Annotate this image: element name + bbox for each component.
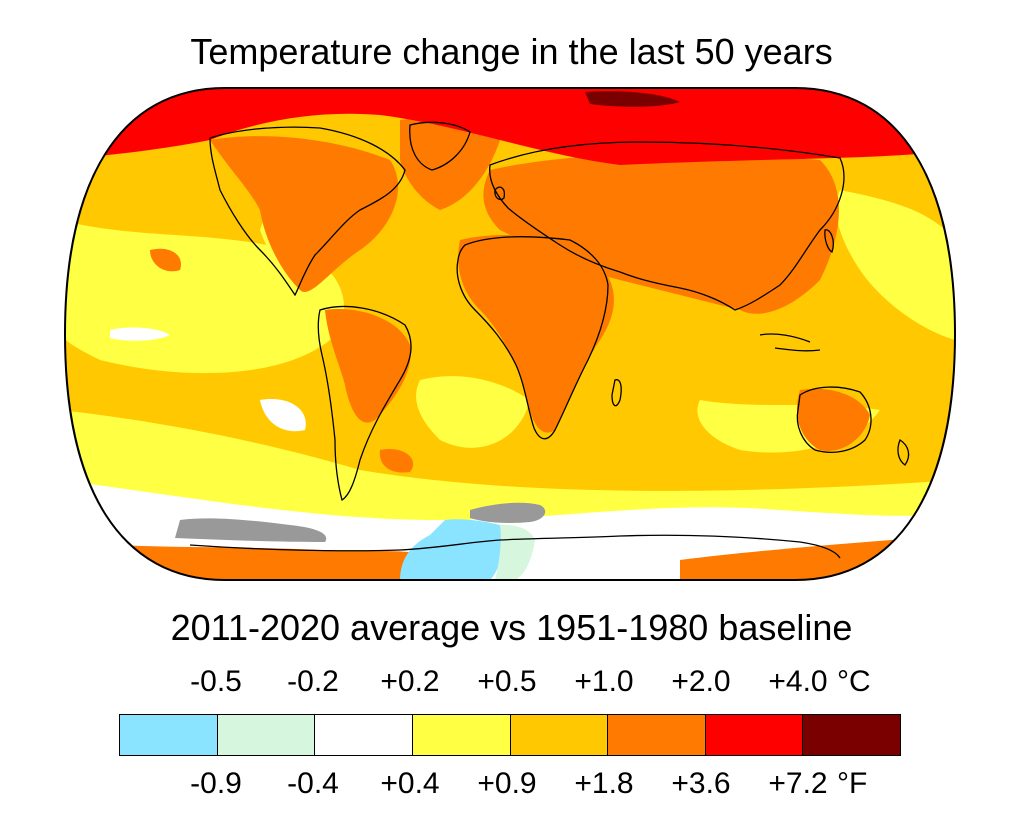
celsius-tick-row: -0.5 -0.2 +0.2 +0.5 +1.0 +2.0 +4.0 °C <box>0 664 1023 704</box>
coastline-uk <box>494 186 506 201</box>
yellow-region <box>416 376 530 448</box>
yellow-region <box>836 190 955 340</box>
legend-swatch <box>315 715 413 755</box>
coastline-africa <box>456 236 609 440</box>
fahrenheit-tick: -0.4 <box>287 767 339 800</box>
arctic-region <box>65 88 955 165</box>
celsius-unit: °C <box>837 665 871 698</box>
warm-region-eurasia <box>483 153 839 314</box>
warm-region-patch <box>150 248 181 272</box>
coastline-greenland <box>409 121 471 171</box>
celsius-tick: +1.0 <box>574 665 634 698</box>
fahrenheit-tick: +3.6 <box>671 767 731 800</box>
legend-swatch <box>120 715 218 755</box>
warm-region-north-atlantic <box>400 118 500 210</box>
legend-swatch <box>510 715 609 755</box>
world-temperature-map <box>63 87 957 581</box>
coastline-madagascar <box>611 379 622 407</box>
legend-swatch <box>705 715 804 755</box>
map-title: Temperature change in the last 50 years <box>190 31 833 72</box>
legend-swatch <box>412 715 511 755</box>
coastline-eurasia <box>489 141 845 311</box>
fahrenheit-tick: +0.4 <box>380 767 440 800</box>
fahrenheit-tick: -0.9 <box>190 767 242 800</box>
celsius-tick: +0.5 <box>477 665 537 698</box>
celsius-tick: +0.2 <box>380 665 440 698</box>
celsius-tick: -0.5 <box>190 665 242 698</box>
fahrenheit-tick: +0.9 <box>477 767 537 800</box>
legend-swatch <box>608 715 706 755</box>
coastline-antarctica <box>189 534 841 559</box>
map-frame <box>63 87 957 581</box>
coastline-south-america <box>317 305 412 502</box>
arctic-max-region <box>585 91 680 107</box>
color-scale-bar <box>119 714 901 756</box>
legend-swatch <box>217 715 316 755</box>
celsius-tick: +4.0 <box>768 665 828 698</box>
legend-swatch <box>803 715 900 755</box>
warm-region-australia <box>796 388 870 451</box>
warm-region-north-america <box>210 136 399 292</box>
coastline-north-america <box>209 126 406 297</box>
celsius-tick: +2.0 <box>671 665 731 698</box>
map-fill <box>65 88 955 580</box>
white-region <box>260 399 306 432</box>
map-subtitle: 2011-2020 average vs 1951-1980 baseline <box>170 607 853 648</box>
coastline-japan <box>824 229 834 253</box>
celsius-tick: -0.2 <box>287 665 339 698</box>
no-data-region <box>470 502 546 523</box>
no-data-region <box>175 518 327 542</box>
white-region <box>110 327 170 341</box>
warm-region-south-america <box>325 309 411 423</box>
fahrenheit-tick: +1.8 <box>574 767 634 800</box>
coastline-new-zealand <box>897 439 910 466</box>
fahrenheit-tick-row: -0.9 -0.4 +0.4 +0.9 +1.8 +3.6 +7.2 °F <box>0 766 1023 806</box>
fahrenheit-unit: °F <box>837 767 868 800</box>
light-blue-region <box>400 519 502 580</box>
coastlines <box>189 121 910 559</box>
fahrenheit-tick: +7.2 <box>768 767 828 800</box>
coastline-indonesia <box>759 333 821 352</box>
warm-region-africa <box>458 235 614 433</box>
warm-region-patch <box>379 449 414 473</box>
coastline-australia <box>796 386 872 453</box>
